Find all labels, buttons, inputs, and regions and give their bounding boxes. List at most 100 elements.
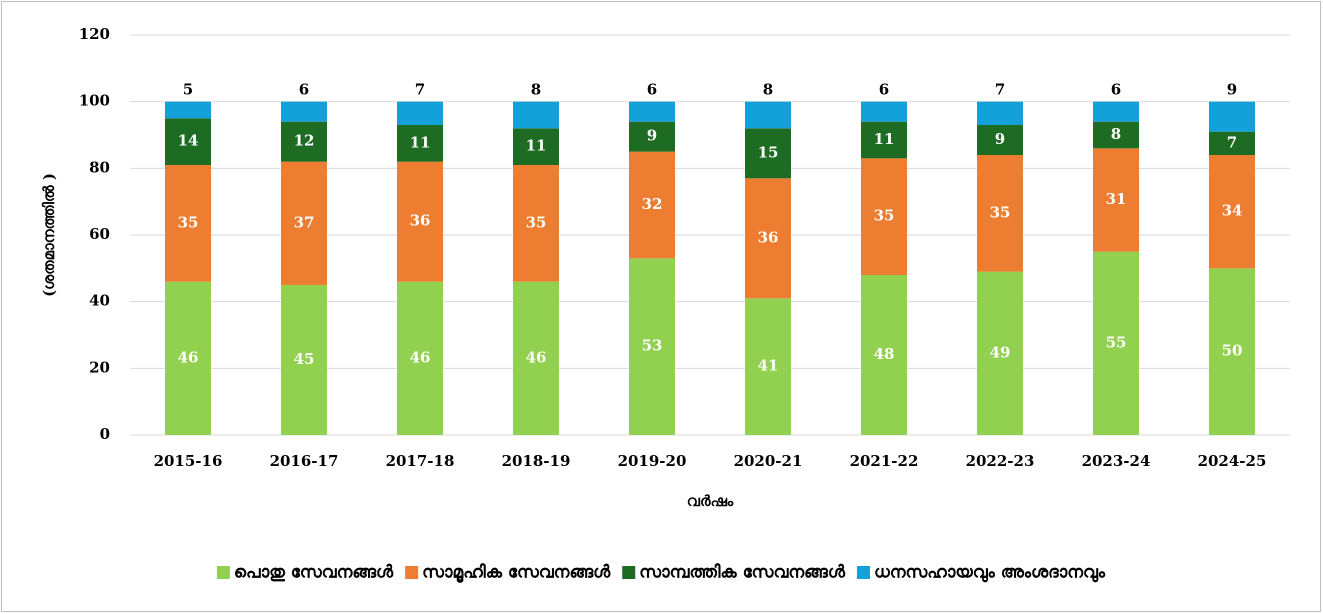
data-label: 11 xyxy=(526,137,547,155)
data-label: 11 xyxy=(410,133,431,151)
bar-segment xyxy=(1209,131,1255,155)
legend-swatch xyxy=(405,566,419,579)
data-label: 46 xyxy=(410,348,431,366)
bar-segment xyxy=(165,118,211,165)
data-label: 35 xyxy=(526,213,547,231)
bar-segment xyxy=(281,285,327,435)
legend-swatch xyxy=(622,566,636,579)
data-label: 46 xyxy=(526,348,547,366)
legend-label: സാമൂഹിക സേവനങ്ങൾ xyxy=(422,563,611,584)
data-label: 48 xyxy=(874,345,895,363)
data-label: 9 xyxy=(995,130,1005,148)
data-label: 9 xyxy=(647,127,657,145)
data-label: 8 xyxy=(1111,125,1121,143)
bar-segment xyxy=(513,281,559,435)
data-label: 36 xyxy=(758,228,779,246)
bar-segment xyxy=(745,101,791,129)
bar-segment xyxy=(513,101,559,129)
data-label: 6 xyxy=(647,81,657,99)
x-tick-label: 2020-21 xyxy=(734,452,803,470)
bar-segment xyxy=(745,298,791,435)
bar-segment xyxy=(1209,155,1255,269)
y-tick-label: 40 xyxy=(89,292,110,310)
bar-segment xyxy=(397,125,443,162)
data-label: 14 xyxy=(178,132,199,150)
x-tick-label: 2017-18 xyxy=(386,452,455,470)
data-label: 11 xyxy=(874,130,895,148)
data-label: 53 xyxy=(642,337,663,355)
x-tick-label: 2023-24 xyxy=(1082,452,1151,470)
data-label: 35 xyxy=(874,207,895,225)
bar-segment xyxy=(165,165,211,282)
data-label: 7 xyxy=(995,81,1005,99)
data-label: 7 xyxy=(415,81,425,99)
data-label: 55 xyxy=(1106,333,1127,351)
bar-segment xyxy=(745,178,791,299)
data-label: 41 xyxy=(758,357,779,375)
bar-segment xyxy=(1093,148,1139,252)
data-label: 12 xyxy=(294,132,315,150)
bar-segment xyxy=(861,101,907,122)
legend-swatch xyxy=(856,566,870,579)
legend-label: ധനസഹായവും അംശദാനവും xyxy=(874,563,1106,583)
bar-segment xyxy=(1093,121,1139,149)
y-tick-label: 20 xyxy=(89,358,110,376)
data-label: 7 xyxy=(1227,133,1237,151)
bar-segment xyxy=(629,151,675,259)
bar-segment xyxy=(629,101,675,122)
y-tick-label: 120 xyxy=(79,25,110,43)
data-label: 35 xyxy=(178,213,199,231)
legend-swatch xyxy=(216,566,230,579)
bar-segment xyxy=(281,121,327,162)
bar-segment xyxy=(397,161,443,282)
data-label: 36 xyxy=(410,212,431,230)
bar-segment xyxy=(1209,101,1255,132)
bar-segment xyxy=(165,101,211,119)
x-axis-label: വർഷം xyxy=(687,492,734,510)
bar-segment xyxy=(629,258,675,435)
x-tick-label: 2022-23 xyxy=(966,452,1035,470)
data-label: 8 xyxy=(763,81,773,99)
bar-segment xyxy=(861,275,907,435)
data-label: 15 xyxy=(758,143,779,161)
data-label: 49 xyxy=(990,343,1011,361)
bar-segment xyxy=(977,155,1023,272)
bar-segment xyxy=(1209,268,1255,435)
bar-segment xyxy=(861,121,907,159)
y-tick-label: 100 xyxy=(79,92,110,110)
x-tick-label: 2024-25 xyxy=(1198,452,1267,470)
y-tick-label: 0 xyxy=(100,425,110,443)
x-tick-label: 2016-17 xyxy=(270,452,339,470)
data-label: 32 xyxy=(642,195,663,213)
x-tick-label: 2018-19 xyxy=(502,452,571,470)
data-label: 35 xyxy=(990,203,1011,221)
y-tick-label: 60 xyxy=(89,225,110,243)
data-label: 45 xyxy=(294,350,315,368)
data-label: 5 xyxy=(183,81,193,99)
bar-segment xyxy=(1093,251,1139,435)
y-tick-label: 80 xyxy=(89,158,110,176)
bar-segment xyxy=(1093,101,1139,122)
bar-segment xyxy=(165,281,211,435)
data-label: 6 xyxy=(879,81,889,99)
bar-segment xyxy=(513,165,559,282)
data-label: 6 xyxy=(299,81,309,99)
data-label: 6 xyxy=(1111,81,1121,99)
data-label: 46 xyxy=(178,348,199,366)
data-label: 37 xyxy=(294,213,315,231)
bar-segment xyxy=(397,281,443,435)
data-label: 9 xyxy=(1227,81,1237,99)
x-tick-label: 2021-22 xyxy=(850,452,919,470)
bar-segment xyxy=(397,101,443,125)
bar-segment xyxy=(977,271,1023,435)
data-label: 31 xyxy=(1106,190,1127,208)
bar-segment xyxy=(281,101,327,122)
data-label: 50 xyxy=(1222,342,1243,360)
bar-segment xyxy=(513,128,559,165)
x-tick-label: 2019-20 xyxy=(618,452,687,470)
bar-segment xyxy=(977,125,1023,155)
y-axis-label: (ശതമാനത്തിൽ ) xyxy=(40,173,58,297)
bar-segment xyxy=(977,101,1023,125)
data-label: 8 xyxy=(531,81,541,99)
